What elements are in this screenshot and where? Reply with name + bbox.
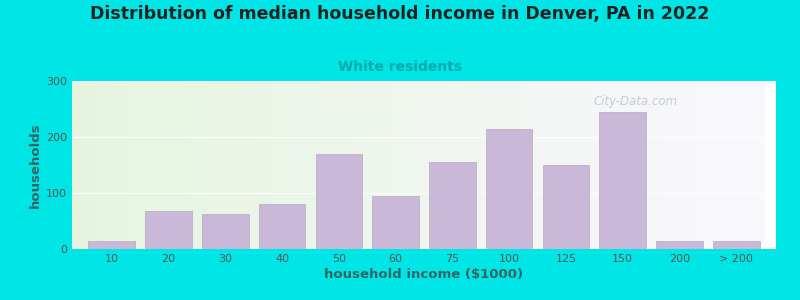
Text: Distribution of median household income in Denver, PA in 2022: Distribution of median household income … [90, 4, 710, 22]
X-axis label: household income ($1000): household income ($1000) [325, 268, 523, 281]
Bar [372, 196, 419, 249]
Bar [258, 204, 306, 249]
Bar [146, 211, 192, 249]
Bar [202, 214, 249, 249]
Bar [656, 241, 702, 249]
Bar [713, 241, 759, 249]
Bar [542, 165, 590, 249]
Bar [486, 129, 533, 249]
Bar [315, 154, 362, 249]
Text: White residents: White residents [338, 60, 462, 74]
Bar [89, 241, 135, 249]
Y-axis label: households: households [29, 122, 42, 208]
Bar [429, 162, 476, 249]
Bar [599, 112, 646, 249]
Text: City-Data.com: City-Data.com [593, 95, 678, 108]
